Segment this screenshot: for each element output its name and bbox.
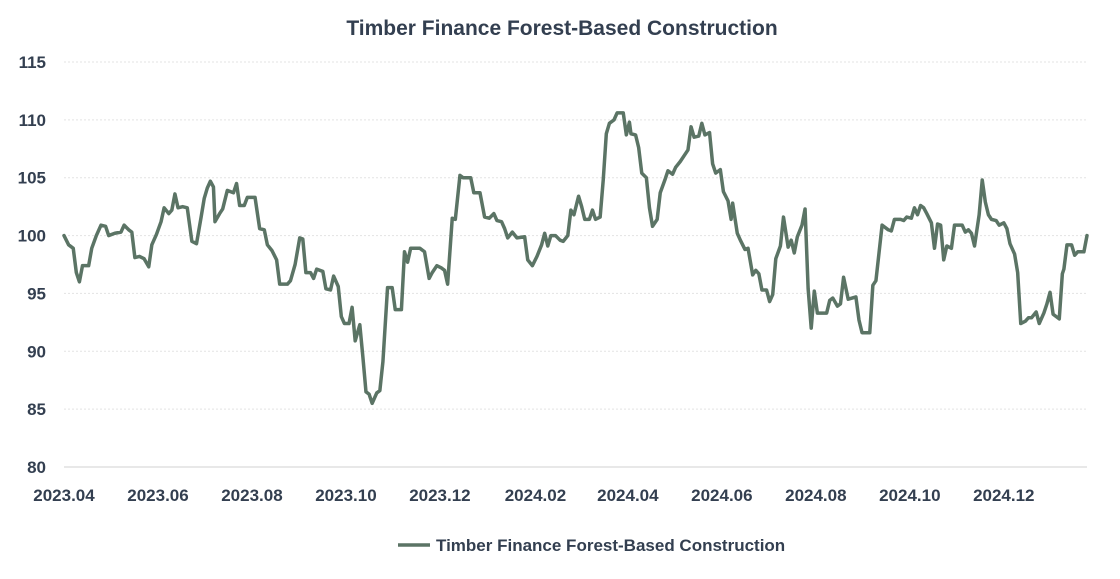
y-tick-label: 105	[18, 169, 46, 188]
y-tick-label: 85	[27, 400, 46, 419]
chart-title: Timber Finance Forest-Based Construction	[346, 17, 777, 40]
x-tick-label: 2024.12	[973, 486, 1034, 505]
grid-lines	[64, 61, 1087, 468]
x-tick-label: 2024.04	[597, 486, 659, 505]
series-line	[62, 111, 1089, 406]
y-axis: 80 85 90 95 100 105 110 115	[18, 53, 46, 477]
x-tick-label: 2024.02	[505, 486, 566, 505]
legend: Timber Finance Forest-Based Construction	[398, 536, 785, 555]
y-tick-label: 100	[18, 227, 46, 246]
y-tick-label: 110	[19, 111, 46, 130]
x-tick-label: 2023.04	[33, 486, 95, 505]
x-tick-label: 2024.08	[785, 486, 846, 505]
x-axis: 2023.04 2023.06 2023.08 2023.10 2023.12 2024.…	[33, 486, 1034, 505]
x-tick-label: 2023.06	[127, 486, 188, 505]
x-tick-label: 2024.10	[879, 486, 940, 505]
x-tick-label: 2023.10	[315, 486, 376, 505]
y-tick-label: 95	[27, 284, 46, 303]
x-tick-label: 2023.08	[221, 486, 282, 505]
legend-label: Timber Finance Forest-Based Construction	[436, 536, 785, 555]
y-tick-label: 115	[19, 53, 46, 72]
y-tick-label: 80	[27, 458, 46, 477]
x-tick-label: 2024.06	[691, 486, 752, 505]
y-tick-label: 90	[27, 342, 46, 361]
series-layer	[62, 111, 1089, 406]
x-tick-label: 2023.12	[409, 486, 470, 505]
